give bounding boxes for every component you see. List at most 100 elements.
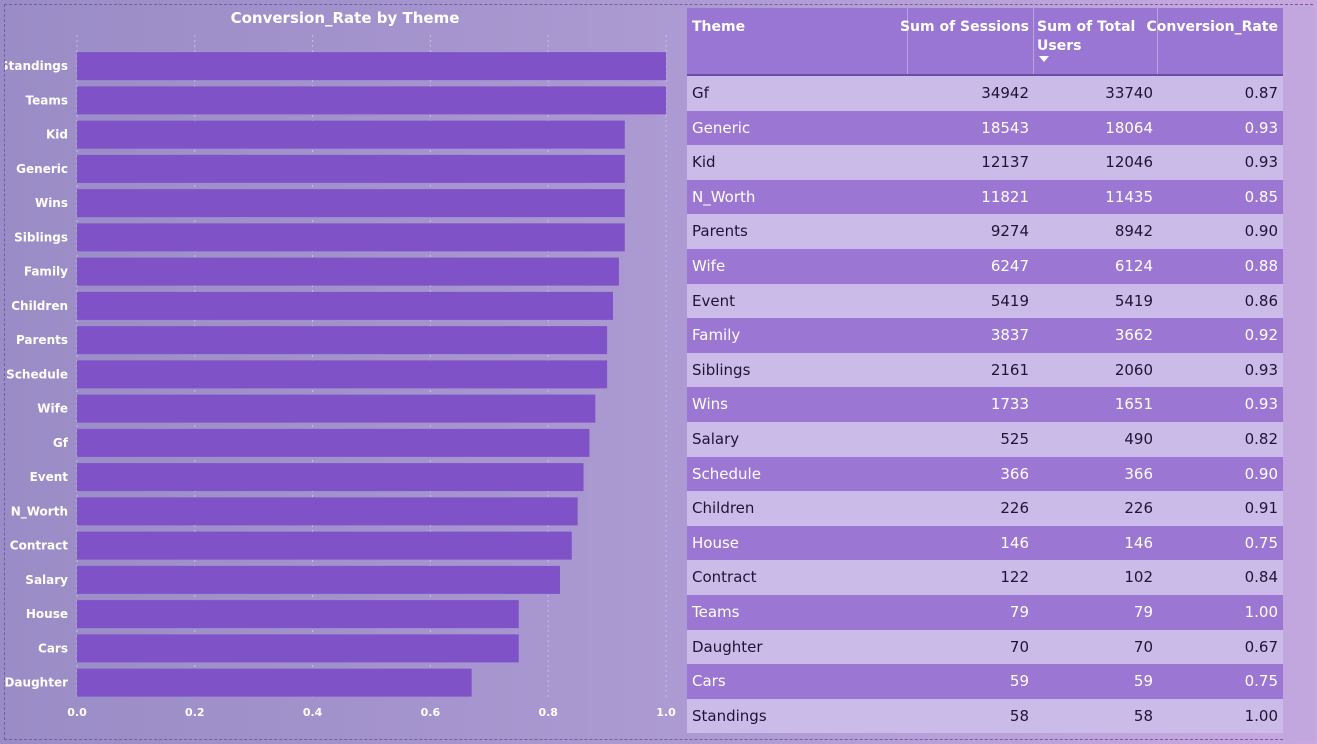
bar-cars[interactable] bbox=[77, 634, 519, 663]
y-category-label: Wins bbox=[35, 196, 68, 210]
cell-sessions: 525 bbox=[1000, 430, 1029, 448]
cell-conversion-rate: 0.93 bbox=[1244, 395, 1278, 414]
bar-children[interactable] bbox=[77, 291, 613, 320]
table-row[interactable]: Salary 525 490 0.82 bbox=[687, 422, 1283, 457]
cell-total-users: 33740 bbox=[1105, 84, 1153, 102]
cell-conversion-rate: 0.90 bbox=[1244, 464, 1278, 483]
cell-sessions: 11821 bbox=[981, 187, 1029, 206]
cell-total-users: 59 bbox=[1133, 672, 1153, 691]
bar-chart-visual[interactable]: Conversion_Rate by Theme 0.0 0.2 0.4 0.6 0.8… bbox=[5, 5, 685, 741]
cell-conversion-rate: 0.75 bbox=[1244, 533, 1278, 552]
y-category-label: Parents bbox=[16, 333, 68, 347]
column-separator bbox=[1157, 8, 1158, 74]
table-row[interactable]: Generic 18543 18064 0.93 bbox=[687, 110, 1283, 146]
cell-theme: Salary bbox=[692, 430, 740, 448]
header-total-users-line2: Users bbox=[1037, 38, 1082, 54]
data-table-visual[interactable]: Theme Sum of Sessions Sum of Total Users… bbox=[687, 8, 1283, 736]
table-row[interactable]: Siblings 2161 2060 0.93 bbox=[687, 352, 1283, 388]
table-row[interactable]: Kid 12137 12046 0.93 bbox=[687, 145, 1283, 180]
bar-generic[interactable] bbox=[77, 154, 625, 183]
x-tick-label: 1.0 bbox=[656, 706, 676, 719]
cell-total-users: 226 bbox=[1124, 499, 1153, 518]
bar-n_worth[interactable] bbox=[77, 497, 578, 526]
table-row[interactable]: Event 5419 5419 0.86 bbox=[687, 283, 1283, 319]
bar-wins[interactable] bbox=[77, 189, 625, 218]
sort-descending-icon[interactable] bbox=[1039, 56, 1049, 62]
bar-kid[interactable] bbox=[77, 120, 625, 149]
y-category-label: Family bbox=[24, 265, 68, 279]
column-separator bbox=[1033, 8, 1034, 74]
cell-total-users: 70 bbox=[1133, 637, 1153, 656]
y-category-label: Gf bbox=[53, 436, 69, 450]
right-edge-panel bbox=[1283, 5, 1314, 741]
bar-daughter[interactable] bbox=[77, 668, 472, 697]
bar-standings[interactable] bbox=[77, 52, 666, 81]
x-tick-label: 0.8 bbox=[538, 706, 558, 719]
bar-schedule[interactable] bbox=[77, 360, 608, 389]
header-theme[interactable]: Theme bbox=[692, 19, 746, 35]
cell-sessions: 226 bbox=[1000, 499, 1029, 518]
table-row[interactable]: Wife 6247 6124 0.88 bbox=[687, 249, 1283, 284]
table-row[interactable]: N_Worth 11821 11435 0.85 bbox=[687, 179, 1283, 215]
table-row[interactable]: Standings 58 58 1.00 bbox=[687, 698, 1283, 734]
cell-sessions: 6247 bbox=[990, 257, 1029, 275]
header-total-users[interactable]: Sum of Total Users bbox=[1037, 18, 1135, 56]
report-canvas: Conversion_Rate by Theme 0.0 0.2 0.4 0.6 0.8… bbox=[4, 4, 1314, 741]
cell-sessions: 1733 bbox=[990, 395, 1029, 414]
bar-salary[interactable] bbox=[77, 565, 560, 594]
table-row[interactable]: Gf 34942 33740 0.87 bbox=[687, 76, 1283, 111]
table-header: Theme Sum of Sessions Sum of Total Users… bbox=[687, 8, 1283, 76]
cell-conversion-rate: 0.75 bbox=[1244, 672, 1278, 691]
cell-total-users: 102 bbox=[1124, 568, 1153, 587]
cell-sessions: 59 bbox=[1009, 672, 1029, 691]
bar-house[interactable] bbox=[77, 600, 519, 629]
cell-conversion-rate: 0.93 bbox=[1244, 118, 1278, 137]
table-row[interactable]: Teams 79 79 1.00 bbox=[687, 595, 1283, 630]
x-tick-label: 0.2 bbox=[185, 706, 205, 719]
bar-siblings[interactable] bbox=[77, 223, 625, 252]
table-row[interactable]: Contract 122 102 0.84 bbox=[687, 560, 1283, 595]
cell-sessions: 18543 bbox=[981, 118, 1029, 137]
y-category-label: House bbox=[26, 607, 68, 621]
table-row[interactable]: Cars 59 59 0.75 bbox=[687, 664, 1283, 699]
bar-family[interactable] bbox=[77, 257, 619, 286]
cell-conversion-rate: 0.93 bbox=[1244, 153, 1278, 172]
y-category-label: Contract bbox=[10, 539, 68, 553]
cell-conversion-rate: 0.82 bbox=[1244, 430, 1278, 448]
table-row[interactable]: Daughter 70 70 0.67 bbox=[687, 629, 1283, 665]
bar-gf[interactable] bbox=[77, 428, 590, 457]
table-row[interactable]: Family 3837 3662 0.92 bbox=[687, 318, 1283, 353]
bar-chart-svg: 0.0 0.2 0.4 0.6 0.8 1.0 Standings Teams Kid Gener… bbox=[5, 35, 676, 719]
table-row[interactable]: House 146 146 0.75 bbox=[687, 525, 1283, 561]
cell-conversion-rate: 0.91 bbox=[1244, 499, 1278, 518]
bar-parents[interactable] bbox=[77, 326, 608, 355]
cell-theme: Contract bbox=[692, 568, 757, 587]
bar-event[interactable] bbox=[77, 463, 584, 492]
x-tick-label: 0.6 bbox=[421, 706, 441, 719]
cell-theme: N_Worth bbox=[692, 187, 756, 206]
cell-theme: Gf bbox=[692, 84, 709, 102]
header-sessions[interactable]: Sum of Sessions bbox=[899, 19, 1029, 35]
cell-sessions: 12137 bbox=[981, 153, 1029, 172]
table-row[interactable]: Wins 1733 1651 0.93 bbox=[687, 387, 1283, 422]
cell-total-users: 79 bbox=[1133, 603, 1153, 621]
cell-conversion-rate: 0.92 bbox=[1244, 326, 1278, 345]
y-category-label: Daughter bbox=[5, 676, 68, 690]
cell-sessions: 3837 bbox=[990, 326, 1029, 345]
table-row[interactable]: Parents 9274 8942 0.90 bbox=[687, 214, 1283, 249]
cell-theme: Schedule bbox=[692, 464, 761, 483]
bar-wife[interactable] bbox=[77, 394, 596, 423]
cell-sessions: 366 bbox=[1000, 464, 1029, 483]
cell-sessions: 122 bbox=[1000, 568, 1029, 587]
cell-theme: Wife bbox=[692, 257, 726, 275]
header-conversion-rate[interactable]: Conversion_Rate bbox=[1146, 19, 1278, 35]
cell-total-users: 6124 bbox=[1114, 257, 1153, 275]
cell-theme: Wins bbox=[692, 395, 728, 414]
bar-contract[interactable] bbox=[77, 531, 572, 560]
cell-conversion-rate: 0.90 bbox=[1244, 222, 1278, 241]
table-row[interactable]: Schedule 366 366 0.90 bbox=[687, 456, 1283, 492]
table-row[interactable]: Children 226 226 0.91 bbox=[687, 491, 1283, 526]
y-category-label: Children bbox=[11, 299, 68, 313]
cell-theme: Generic bbox=[692, 118, 751, 137]
bar-teams[interactable] bbox=[77, 86, 666, 115]
